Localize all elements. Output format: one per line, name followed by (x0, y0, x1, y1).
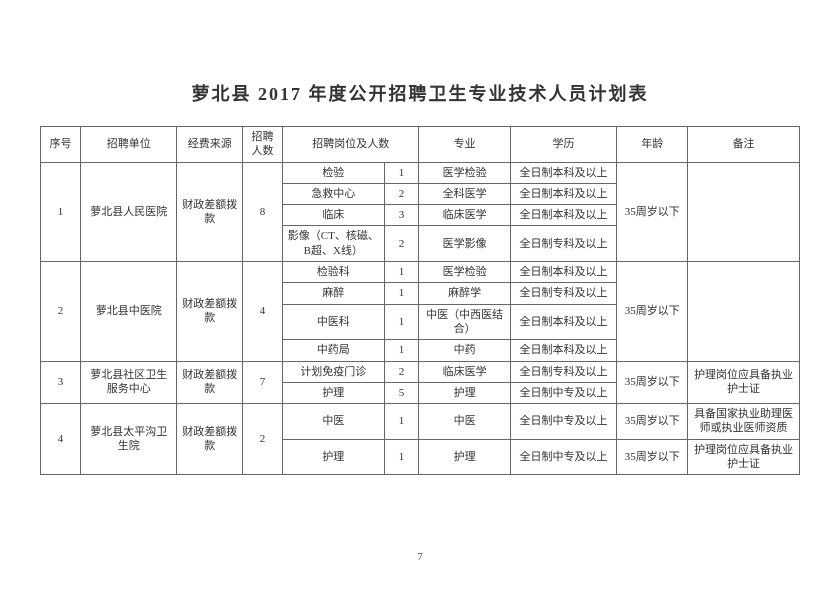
cell-unit: 萝北县社区卫生服务中心 (81, 361, 177, 404)
cell-major: 中医（中西医结合） (419, 304, 510, 340)
cell-num: 1 (384, 283, 419, 304)
cell-total: 4 (243, 262, 283, 361)
cell-major: 中医 (419, 404, 510, 440)
cell-post: 中药局 (283, 340, 385, 361)
cell-unit: 萝北县人民医院 (81, 162, 177, 261)
cell-major: 医学检验 (419, 162, 510, 183)
cell-note: 护理岗位应具备执业护士证 (688, 361, 800, 404)
cell-fund: 财政差额拨款 (177, 404, 243, 475)
table-row: 2 萝北县中医院 财政差额拨款 4 检验科 1 医学检验 全日制本科及以上 35… (41, 262, 800, 283)
cell-edu: 全日制本科及以上 (510, 340, 617, 361)
cell-edu: 全日制本科及以上 (510, 162, 617, 183)
cell-post: 检验 (283, 162, 385, 183)
cell-seq: 2 (41, 262, 81, 361)
cell-edu: 全日制中专及以上 (510, 404, 617, 440)
cell-post: 护理 (283, 439, 385, 475)
cell-num: 2 (384, 226, 419, 262)
cell-note (688, 262, 800, 361)
table-row: 3 萝北县社区卫生服务中心 财政差额拨款 7 计划免疫门诊 2 临床医学 全日制… (41, 361, 800, 382)
cell-total: 7 (243, 361, 283, 404)
header-fund: 经费来源 (177, 127, 243, 163)
cell-note: 具备国家执业助理医师或执业医师资质 (688, 404, 800, 440)
cell-post: 计划免疫门诊 (283, 361, 385, 382)
cell-note: 护理岗位应具备执业护士证 (688, 439, 800, 475)
cell-num: 1 (384, 340, 419, 361)
cell-post: 检验科 (283, 262, 385, 283)
cell-edu: 全日制本科及以上 (510, 183, 617, 204)
cell-major: 中药 (419, 340, 510, 361)
cell-num: 2 (384, 361, 419, 382)
header-major: 专业 (419, 127, 510, 163)
cell-major: 临床医学 (419, 361, 510, 382)
cell-edu: 全日制中专及以上 (510, 382, 617, 403)
header-unit: 招聘单位 (81, 127, 177, 163)
recruitment-table: 序号 招聘单位 经费来源 招聘人数 招聘岗位及人数 专业 学历 年龄 备注 1 … (40, 126, 800, 475)
cell-num: 1 (384, 262, 419, 283)
cell-num: 1 (384, 439, 419, 475)
cell-age: 35周岁以下 (617, 361, 688, 404)
header-age: 年龄 (617, 127, 688, 163)
cell-fund: 财政差额拨款 (177, 162, 243, 261)
header-seq: 序号 (41, 127, 81, 163)
cell-post: 临床 (283, 205, 385, 226)
cell-seq: 3 (41, 361, 81, 404)
cell-fund: 财政差额拨款 (177, 361, 243, 404)
cell-post: 中医 (283, 404, 385, 440)
cell-edu: 全日制本科及以上 (510, 205, 617, 226)
cell-major: 护理 (419, 382, 510, 403)
cell-post: 急救中心 (283, 183, 385, 204)
header-row: 序号 招聘单位 经费来源 招聘人数 招聘岗位及人数 专业 学历 年龄 备注 (41, 127, 800, 163)
cell-post: 影像（CT、核磁、B超、X线） (283, 226, 385, 262)
cell-major: 全科医学 (419, 183, 510, 204)
cell-age: 35周岁以下 (617, 262, 688, 361)
cell-major: 护理 (419, 439, 510, 475)
header-total: 招聘人数 (243, 127, 283, 163)
document-page: 萝北县 2017 年度公开招聘卫生专业技术人员计划表 序号 招聘单位 经费来源 … (0, 0, 840, 593)
cell-post: 麻醉 (283, 283, 385, 304)
cell-num: 1 (384, 404, 419, 440)
cell-edu: 全日制本科及以上 (510, 304, 617, 340)
cell-edu: 全日制本科及以上 (510, 262, 617, 283)
cell-seq: 4 (41, 404, 81, 475)
header-post: 招聘岗位及人数 (283, 127, 419, 163)
cell-major: 麻醉学 (419, 283, 510, 304)
cell-total: 2 (243, 404, 283, 475)
cell-major: 医学检验 (419, 262, 510, 283)
cell-total: 8 (243, 162, 283, 261)
cell-num: 1 (384, 304, 419, 340)
cell-major: 医学影像 (419, 226, 510, 262)
cell-seq: 1 (41, 162, 81, 261)
table-row: 4 萝北县太平沟卫生院 财政差额拨款 2 中医 1 中医 全日制中专及以上 35… (41, 404, 800, 440)
cell-post: 护理 (283, 382, 385, 403)
cell-edu: 全日制专科及以上 (510, 283, 617, 304)
cell-num: 1 (384, 162, 419, 183)
cell-age: 35周岁以下 (617, 439, 688, 475)
header-edu: 学历 (510, 127, 617, 163)
table-row: 1 萝北县人民医院 财政差额拨款 8 检验 1 医学检验 全日制本科及以上 35… (41, 162, 800, 183)
cell-major: 临床医学 (419, 205, 510, 226)
cell-unit: 萝北县中医院 (81, 262, 177, 361)
cell-edu: 全日制中专及以上 (510, 439, 617, 475)
cell-num: 5 (384, 382, 419, 403)
cell-num: 3 (384, 205, 419, 226)
cell-post: 中医科 (283, 304, 385, 340)
cell-age: 35周岁以下 (617, 162, 688, 261)
cell-edu: 全日制专科及以上 (510, 226, 617, 262)
page-number: 7 (0, 551, 840, 563)
header-note: 备注 (688, 127, 800, 163)
cell-num: 2 (384, 183, 419, 204)
cell-note (688, 162, 800, 261)
cell-fund: 财政差额拨款 (177, 262, 243, 361)
document-title: 萝北县 2017 年度公开招聘卫生专业技术人员计划表 (40, 80, 800, 106)
cell-edu: 全日制专科及以上 (510, 361, 617, 382)
cell-unit: 萝北县太平沟卫生院 (81, 404, 177, 475)
cell-age: 35周岁以下 (617, 404, 688, 440)
